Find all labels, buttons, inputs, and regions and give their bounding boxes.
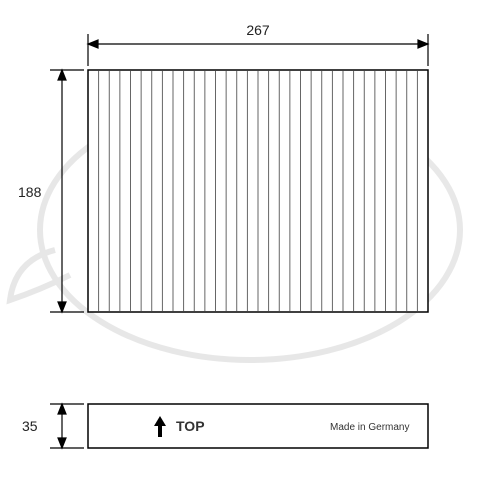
dimension-footer-height [50, 404, 84, 448]
technical-drawing [0, 0, 500, 500]
width-value: 267 [88, 22, 428, 38]
dimension-width [88, 34, 428, 66]
footer-height-value: 35 [22, 418, 38, 434]
top-label: TOP [176, 418, 205, 434]
height-value: 188 [18, 184, 41, 200]
made-in-label: Made in Germany [330, 422, 409, 433]
filter-main-view [88, 70, 428, 312]
